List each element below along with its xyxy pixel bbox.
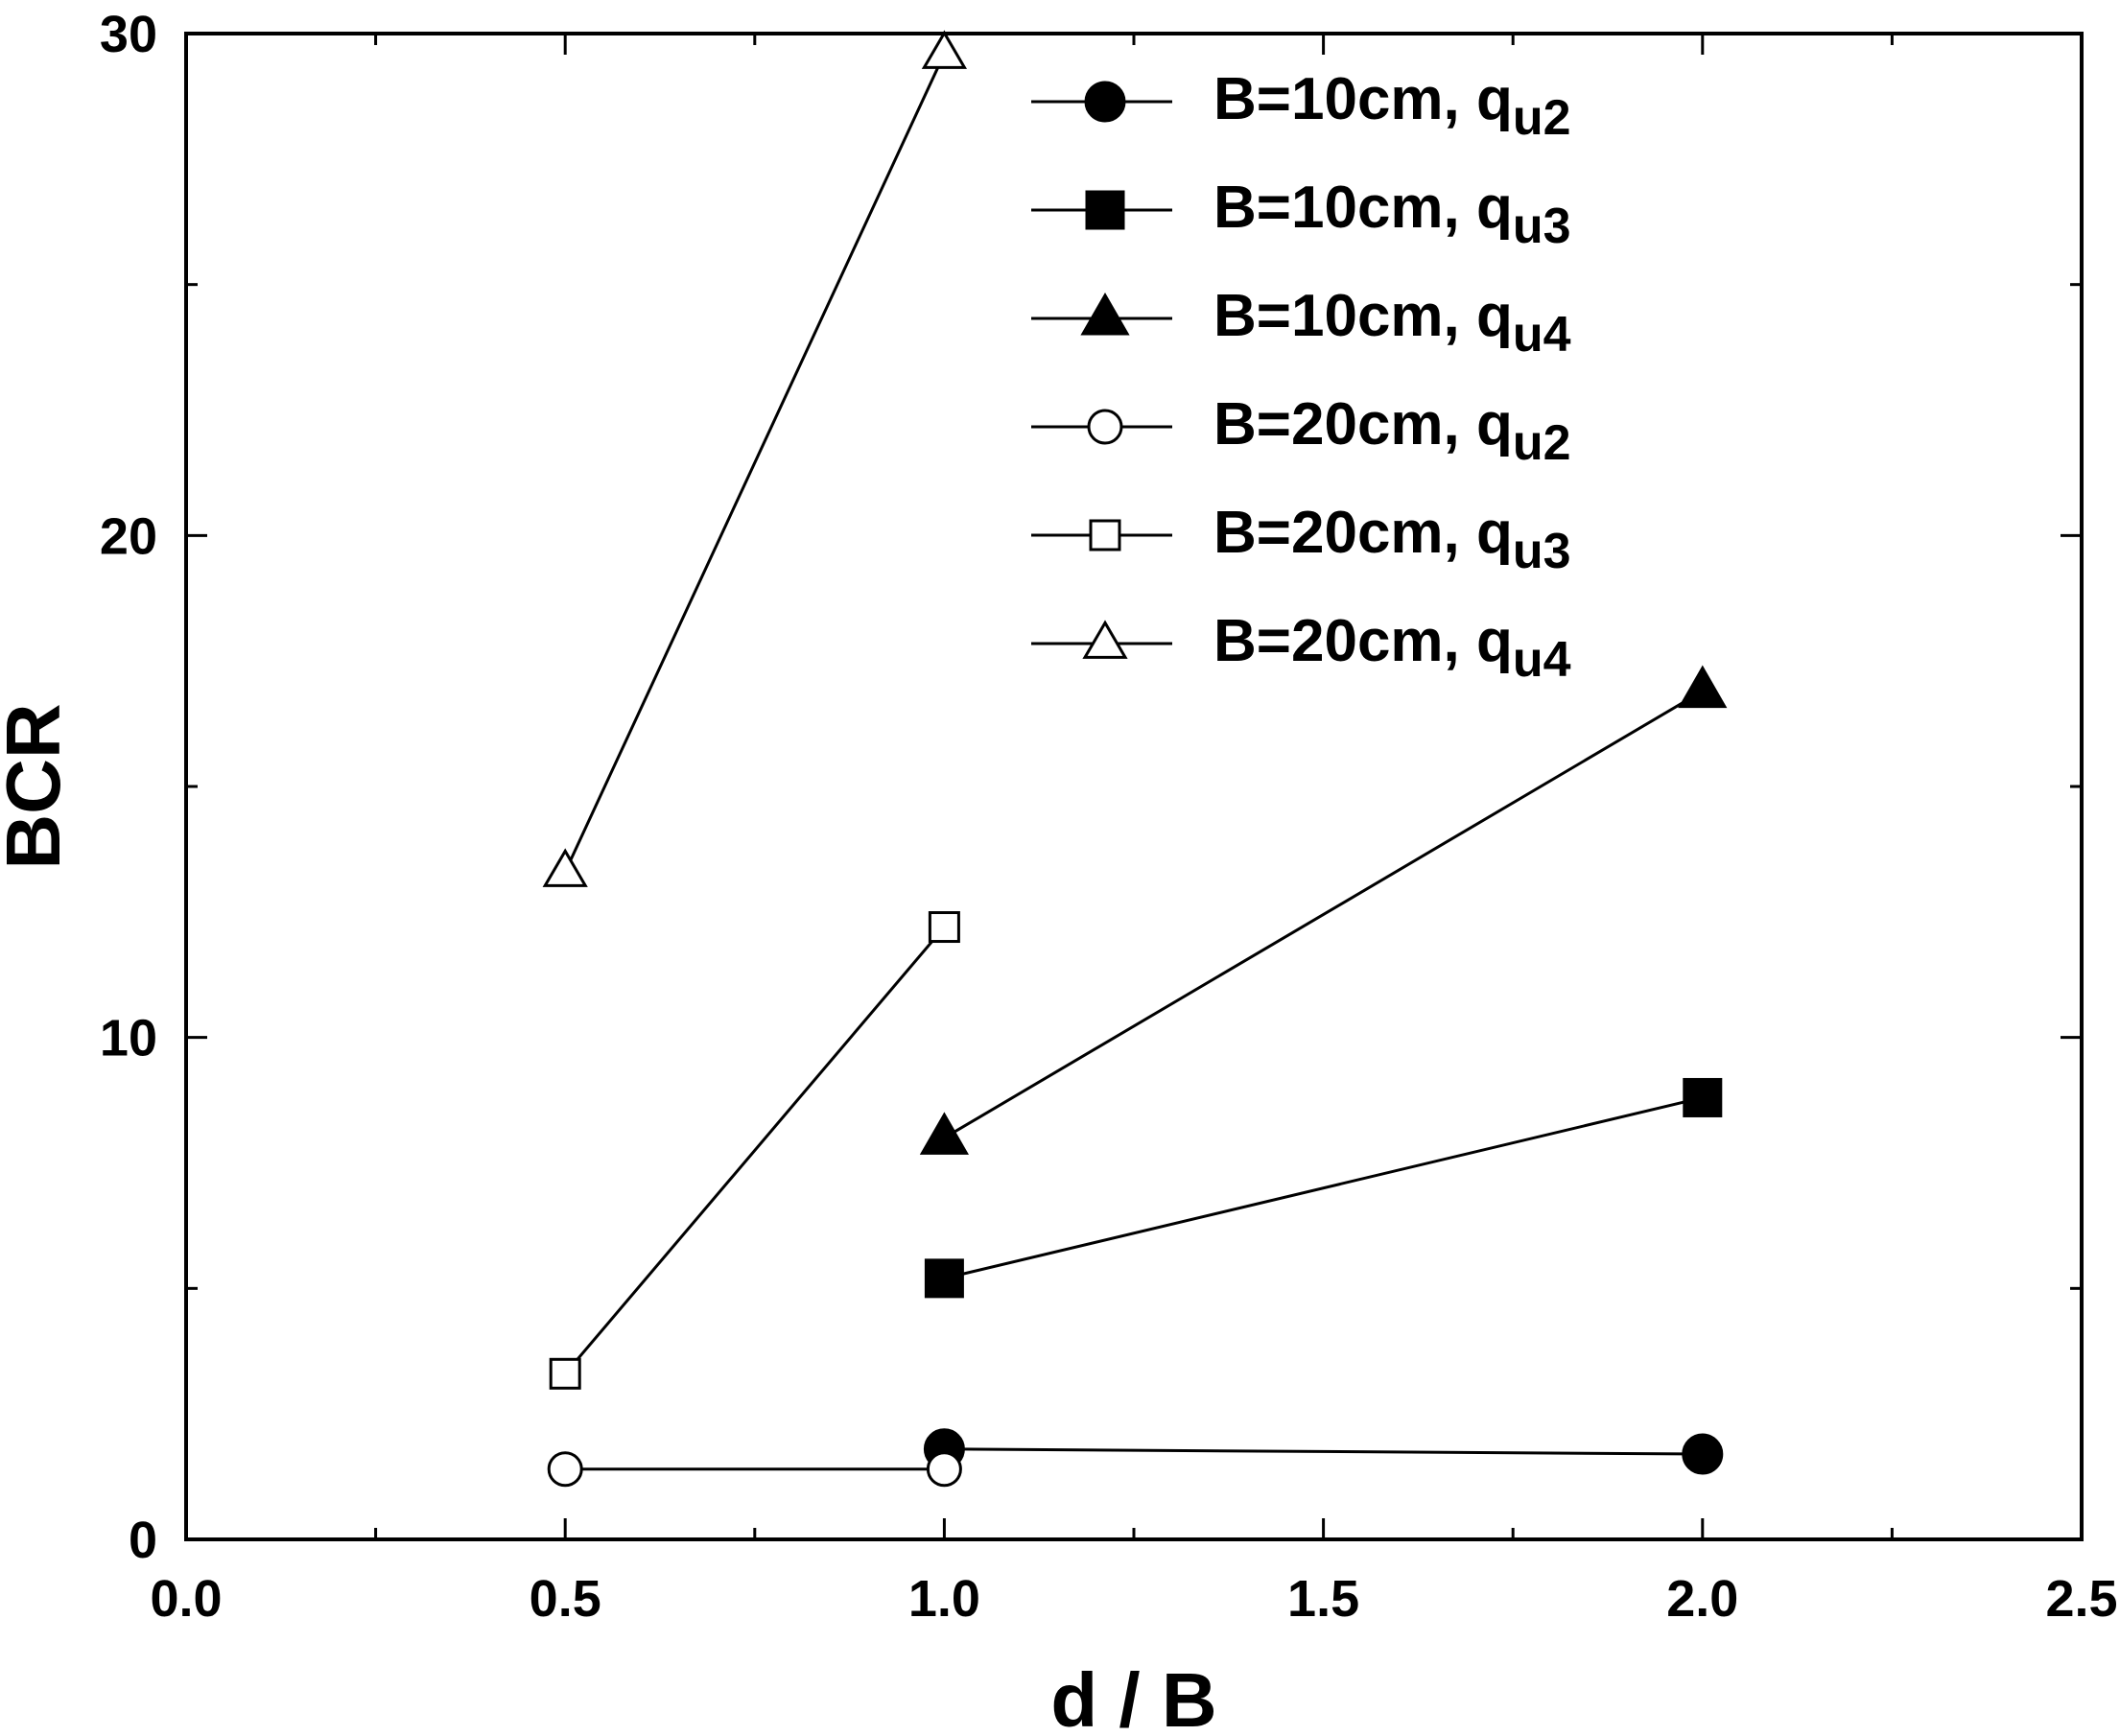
plot-frame: [184, 32, 2084, 1541]
legend-label-main: B=20cm, q: [1213, 608, 1513, 674]
y-tick-label: 0: [129, 1512, 157, 1569]
data-point: [924, 1258, 964, 1299]
series-line: [943, 690, 1704, 1139]
legend-label: B=20cm, qu4: [1213, 608, 1571, 688]
data-point: [928, 911, 960, 944]
legend-entry: B=10cm, qu3: [1031, 175, 1571, 254]
legend-label-main: B=10cm, q: [1213, 66, 1513, 132]
data-point: [1682, 1433, 1724, 1475]
y-tick-labels: 0 10 20 30: [100, 6, 157, 1569]
legend-label-subscript: u4: [1513, 307, 1571, 363]
x-tick-label: 0.5: [530, 1570, 601, 1628]
legend-entry: B=20cm, qu4: [1031, 608, 1571, 688]
series-layer: [542, 30, 1728, 1488]
data-point: [542, 848, 588, 887]
data-point: [919, 1112, 969, 1155]
series-line: [563, 53, 946, 873]
y-tick-label: 10: [100, 1010, 157, 1067]
data-point: [1087, 409, 1123, 445]
series: [549, 911, 960, 1390]
legend-label-subscript: u2: [1513, 415, 1571, 471]
data-point: [1678, 665, 1728, 709]
legend-entry: B=20cm, qu2: [1031, 391, 1571, 471]
legend-entry: B=20cm, qu3: [1031, 500, 1571, 579]
legend-label: B=10cm, qu3: [1213, 175, 1571, 254]
x-axis-title: d / B: [1050, 1657, 1216, 1736]
x-tick-label: 0.0: [150, 1570, 222, 1628]
series-line: [944, 1096, 1704, 1280]
data-point: [921, 30, 968, 69]
data-point: [1089, 519, 1121, 551]
legend-label-subscript: u4: [1513, 632, 1571, 688]
legend-label-main: B=10cm, q: [1213, 175, 1513, 241]
legend-label: B=10cm, qu2: [1213, 66, 1571, 146]
series-line: [564, 926, 946, 1375]
series: [919, 665, 1728, 1155]
legend-label-subscript: u2: [1513, 90, 1571, 146]
series: [547, 1451, 962, 1488]
legend-label: B=20cm, qu3: [1213, 500, 1571, 579]
legend-label-subscript: u3: [1513, 524, 1571, 579]
x-tick-label: 2.0: [1666, 1570, 1738, 1628]
series: [542, 30, 968, 887]
data-point: [549, 1357, 581, 1390]
series: [924, 1077, 1723, 1299]
data-point: [1683, 1077, 1723, 1117]
data-point: [1084, 81, 1126, 123]
data-point: [1082, 620, 1128, 659]
x-tick-label: 1.0: [908, 1570, 980, 1628]
x-tick-label: 2.5: [2045, 1570, 2117, 1628]
y-tick-label: 20: [100, 507, 157, 565]
legend-label-main: B=20cm, q: [1213, 500, 1513, 566]
data-point: [926, 1451, 962, 1488]
x-tick-labels: 0.0 0.5 1.0 1.5 2.0 2.5: [150, 1570, 2117, 1628]
axis-ticks: [184, 32, 2084, 1541]
data-point: [1080, 292, 1130, 336]
data-point: [547, 1451, 583, 1488]
legend-label-subscript: u3: [1513, 199, 1571, 254]
series: [923, 1428, 1724, 1475]
legend-label-main: B=20cm, q: [1213, 391, 1513, 457]
y-axis-title: BCR: [0, 703, 76, 869]
series-line: [944, 1447, 1703, 1456]
x-tick-label: 1.5: [1287, 1570, 1359, 1628]
legend-label: B=20cm, qu2: [1213, 391, 1571, 471]
legend-entry: B=10cm, qu4: [1031, 283, 1571, 363]
data-point: [1085, 190, 1125, 230]
y-tick-label: 30: [100, 6, 157, 63]
legend-entry: B=10cm, qu2: [1031, 66, 1571, 146]
legend-label-main: B=10cm, q: [1213, 283, 1513, 349]
legend-label: B=10cm, qu4: [1213, 283, 1571, 363]
